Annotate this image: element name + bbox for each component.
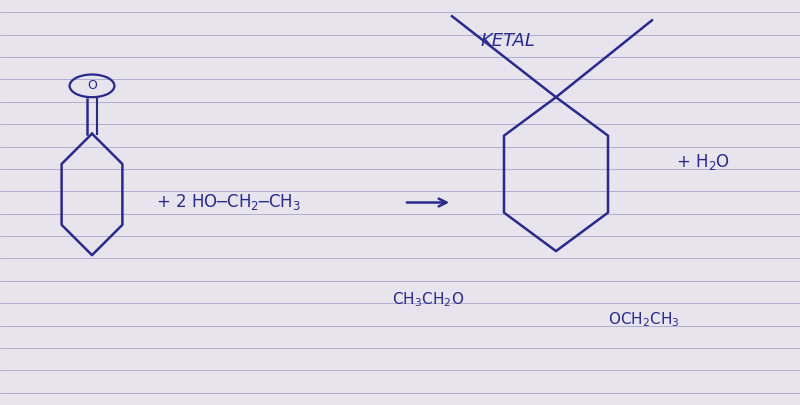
Text: $+\ 2\ \mathrm{HO\!\!-\!\!CH_2\!\!-\!\!CH_3}$: $+\ 2\ \mathrm{HO\!\!-\!\!CH_2\!\!-\!\!C… (156, 192, 301, 213)
Text: $+\ \mathrm{H_2O}$: $+\ \mathrm{H_2O}$ (676, 152, 730, 172)
Text: $\mathrm{OCH_2CH_3}$: $\mathrm{OCH_2CH_3}$ (608, 311, 680, 329)
Text: $\mathrm{CH_3CH_2O}$: $\mathrm{CH_3CH_2O}$ (392, 290, 464, 309)
Text: KETAL: KETAL (481, 32, 535, 49)
Text: O: O (87, 79, 97, 92)
